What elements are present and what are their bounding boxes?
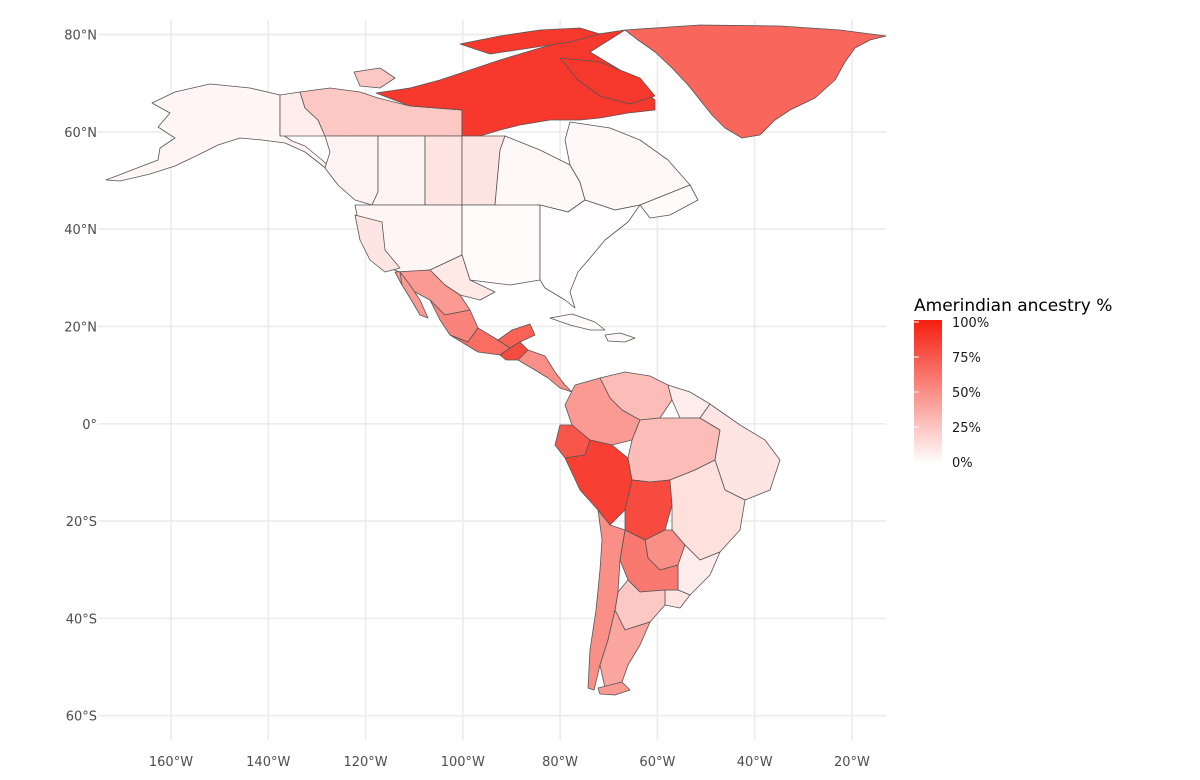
region-british-columbia [324, 135, 379, 206]
lon-tick-label: 60°W [639, 755, 675, 770]
legend-label: 50% [952, 386, 981, 401]
region-atlantic-canada [639, 184, 699, 219]
region-brazil-central [669, 459, 746, 561]
legend-label: 100% [952, 316, 989, 331]
legend-label: 25% [952, 421, 981, 436]
region-united-states-east [539, 199, 641, 309]
lat-tick-label: 40°S [66, 612, 97, 627]
region-united-states-central [461, 204, 541, 286]
lon-tick-label: 160°W [149, 755, 193, 770]
lon-tick-label: 140°W [246, 755, 290, 770]
longitude-tick-labels: 160°W 140°W 120°W 100°W 80°W 60°W 40°W 20°W [149, 755, 870, 770]
map-regions [105, 24, 887, 696]
lon-tick-label: 40°W [737, 755, 773, 770]
lat-tick-label: 80°N [64, 29, 97, 44]
region-mexico-baja [399, 271, 429, 319]
region-nwt-banks [353, 67, 396, 89]
lon-tick-label: 120°W [343, 755, 387, 770]
lon-tick-label: 80°W [542, 755, 578, 770]
lat-tick-label: 60°N [64, 126, 97, 141]
lat-tick-label: 0° [82, 418, 97, 433]
region-hispaniola [604, 332, 636, 343]
legend-label: 75% [952, 351, 981, 366]
region-nunavut-islands [459, 27, 601, 55]
region-alberta [371, 135, 426, 206]
region-argentina-north [619, 529, 679, 593]
region-patagonia [599, 609, 651, 689]
legend-labels: 100% 75% 50% 25% 0% [914, 316, 989, 471]
region-california [354, 214, 401, 273]
legend-title: Amerindian ancestry % [914, 296, 1112, 316]
region-central-america [517, 349, 573, 393]
region-cuba [549, 313, 606, 331]
lat-tick-label: 20°N [64, 320, 97, 335]
region-nunavut-baffin [559, 57, 656, 105]
region-brazil-northeast [699, 403, 781, 501]
lat-tick-label: 60°S [66, 710, 97, 725]
lon-tick-label: 100°W [441, 755, 485, 770]
latitude-tick-labels: 80°N 60°N 40°N 20°N 0° 20°S 40°S 60°S [64, 29, 97, 725]
lat-tick-label: 20°S [66, 515, 97, 530]
legend: Amerindian ancestry % 100% 75% 50% 25% 0% [914, 296, 1112, 471]
legend-label: 0% [952, 456, 973, 471]
region-saskatchewan [424, 135, 463, 206]
lat-tick-label: 40°N [64, 223, 97, 238]
region-greenland [624, 24, 887, 139]
region-tierra-del-fuego [597, 681, 631, 696]
lon-tick-label: 20°W [834, 755, 870, 770]
